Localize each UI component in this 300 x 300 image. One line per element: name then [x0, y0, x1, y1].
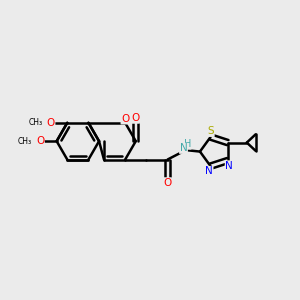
Text: O: O — [46, 118, 55, 128]
Text: N: N — [225, 161, 233, 171]
Text: N: N — [180, 143, 188, 153]
Text: O: O — [131, 113, 139, 123]
Text: O: O — [121, 114, 129, 124]
Text: CH₃: CH₃ — [18, 137, 32, 146]
Text: S: S — [208, 126, 214, 136]
Text: O: O — [163, 178, 171, 188]
Text: H: H — [184, 139, 191, 149]
Text: CH₃: CH₃ — [29, 118, 43, 127]
Text: O: O — [36, 136, 44, 146]
Text: N: N — [205, 167, 213, 176]
